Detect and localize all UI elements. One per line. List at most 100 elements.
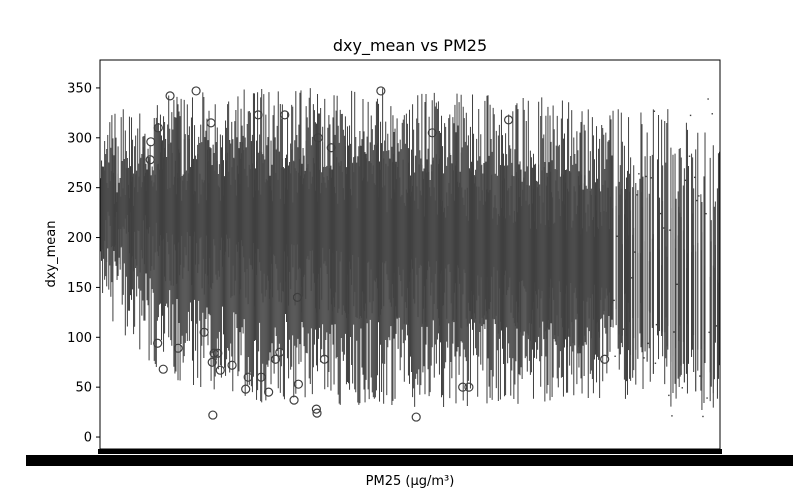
box [404, 205, 406, 303]
box [505, 218, 506, 271]
box [670, 208, 672, 362]
box [285, 187, 286, 282]
box [701, 232, 703, 378]
box [551, 192, 553, 324]
box [528, 204, 530, 324]
box [148, 158, 150, 234]
box [336, 157, 338, 251]
box [355, 156, 357, 317]
box [399, 177, 401, 275]
box [326, 176, 328, 274]
box [507, 190, 509, 291]
box [357, 156, 359, 258]
box [704, 265, 706, 364]
box [413, 155, 415, 299]
box [497, 213, 499, 334]
outlier-point [191, 86, 201, 96]
data-point [681, 387, 683, 389]
box [518, 197, 520, 313]
box [687, 253, 688, 325]
box [366, 158, 368, 319]
box [712, 265, 714, 394]
box [361, 180, 363, 292]
box [589, 191, 591, 299]
box [436, 214, 438, 309]
box [176, 173, 178, 284]
box [391, 162, 393, 285]
box [565, 182, 566, 294]
box [325, 187, 327, 266]
box [483, 163, 485, 316]
box [259, 151, 261, 263]
box [536, 228, 537, 295]
box [445, 217, 447, 269]
x-axis-label: PM25 (µg/m³) [366, 474, 455, 489]
box [227, 152, 229, 239]
box [379, 161, 380, 261]
box [177, 178, 179, 244]
box [472, 158, 473, 315]
box [381, 143, 382, 310]
box [683, 249, 685, 383]
data-point [643, 357, 645, 359]
data-point [630, 277, 633, 279]
box [210, 148, 212, 288]
box [388, 150, 390, 300]
box [397, 167, 399, 320]
box [554, 222, 556, 336]
box [618, 215, 620, 335]
box [675, 248, 677, 349]
box [444, 207, 446, 293]
box [194, 190, 195, 232]
outlier-point [411, 412, 421, 422]
outlier-point [158, 364, 168, 374]
box [167, 189, 169, 242]
box [566, 230, 567, 286]
box [451, 163, 453, 322]
box [529, 228, 531, 341]
box [543, 167, 545, 340]
box [235, 195, 237, 245]
box [594, 236, 595, 285]
data-point [688, 155, 691, 157]
box [223, 195, 224, 241]
box [664, 230, 666, 333]
data-point [653, 110, 656, 112]
box [688, 224, 689, 363]
box [489, 190, 491, 310]
box [511, 175, 513, 296]
data-point [636, 194, 638, 196]
box [267, 137, 269, 281]
data-point [715, 325, 718, 327]
outlier-point [280, 110, 290, 120]
box [258, 190, 260, 250]
box [478, 186, 480, 296]
box [541, 170, 543, 291]
box [378, 197, 379, 317]
box [212, 144, 214, 284]
box [358, 166, 360, 319]
box [269, 186, 271, 247]
box [221, 147, 222, 238]
box [519, 196, 521, 282]
box [624, 214, 625, 295]
box [463, 205, 465, 270]
box [173, 176, 175, 245]
box [186, 180, 188, 233]
box [484, 201, 486, 300]
box [703, 282, 705, 345]
box [439, 158, 440, 326]
box [625, 199, 626, 294]
box [150, 175, 152, 271]
box [679, 212, 681, 326]
box [182, 180, 184, 279]
box [131, 181, 132, 258]
box [620, 188, 622, 343]
box [570, 172, 572, 283]
box [718, 282, 719, 379]
box [697, 242, 699, 350]
box [464, 189, 466, 273]
box [615, 205, 617, 310]
box [506, 166, 508, 295]
box [457, 181, 459, 266]
